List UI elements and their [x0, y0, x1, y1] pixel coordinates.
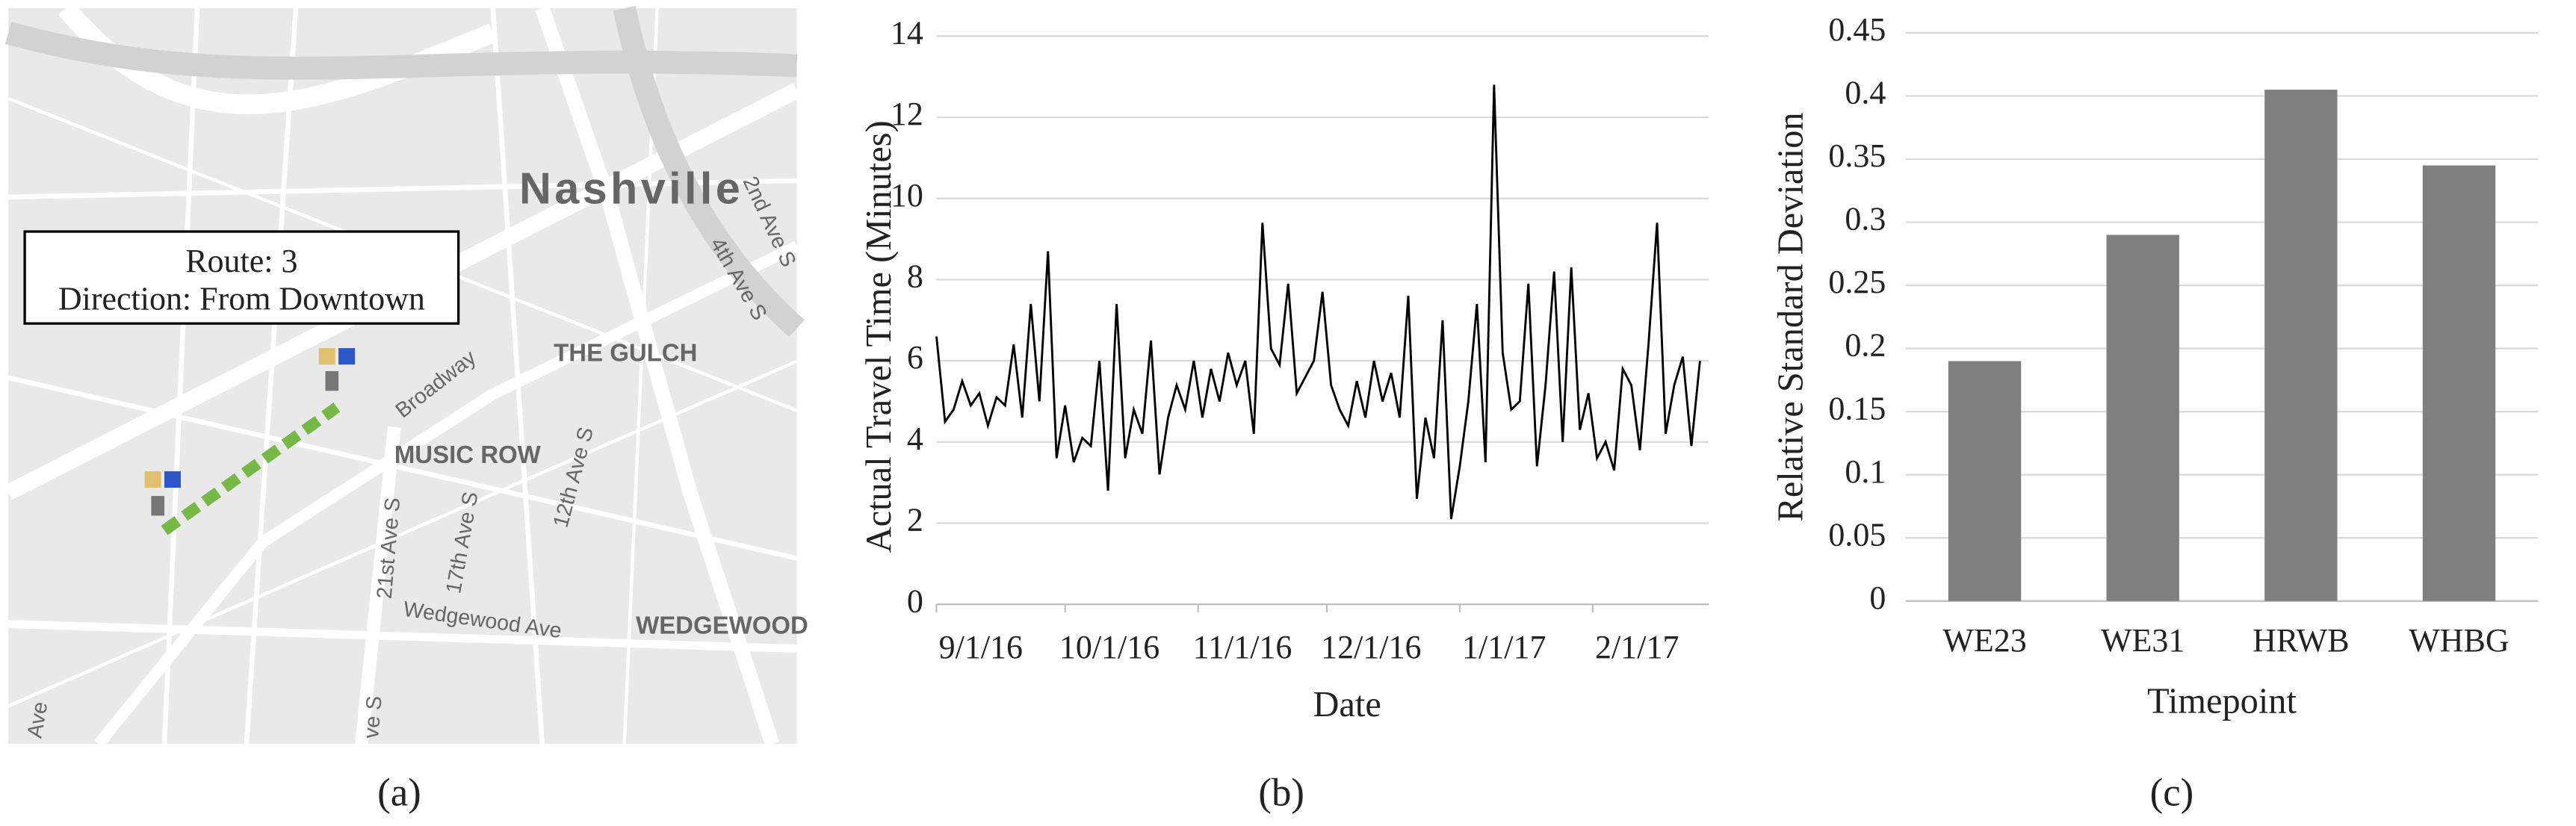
x-tick-label: 12/1/16: [1321, 629, 1421, 665]
x-tick-label: HRWB: [2253, 622, 2349, 659]
x-tick-label: 2/1/17: [1595, 629, 1679, 665]
y-tick-label: 0: [1869, 580, 1886, 616]
y-tick-label: 0.2: [1845, 327, 1886, 364]
x-tick-label: 11/1/16: [1193, 629, 1292, 665]
bar: [1948, 361, 2022, 601]
stop-icon: [318, 348, 356, 391]
caption: (a): [377, 771, 421, 815]
y-axis-label: Relative Standard Deviation: [1771, 112, 1810, 521]
y-tick-label: 6: [907, 339, 923, 376]
y-tick-label: 14: [891, 14, 923, 51]
y-tick-label: 0.05: [1828, 516, 1886, 553]
y-tick-label: 4: [907, 420, 923, 457]
y-tick-label: 0.45: [1828, 11, 1886, 48]
area-label: WEDGEWOOD: [636, 612, 808, 639]
y-tick-label: 0.15: [1828, 390, 1886, 426]
y-tick-label: 10: [891, 177, 923, 214]
x-tick-label: WE31: [2101, 622, 2185, 659]
x-axis-label: Date: [1313, 685, 1381, 724]
route-info-box: [23, 230, 460, 325]
caption: (b): [1258, 771, 1304, 815]
bar: [2422, 165, 2496, 601]
x-tick-label: 9/1/16: [939, 629, 1023, 665]
x-axis-label: Timepoint: [2147, 681, 2297, 721]
y-tick-label: 0.35: [1828, 137, 1886, 174]
route-info: Route: 3: [185, 243, 297, 279]
map-panel: Nashville THE GULCH MUSIC ROW WEDGEWOOD …: [4, 1, 808, 748]
y-axis-label: Actual Travel Time (Minutes): [859, 120, 899, 553]
y-tick-label: 0.4: [1845, 75, 1886, 111]
y-tick-label: 8: [907, 258, 923, 295]
highways: [5, 5, 805, 338]
y-tick-label: 2: [907, 502, 923, 538]
bar: [2106, 235, 2179, 601]
x-tick-label: 10/1/16: [1059, 629, 1159, 665]
area-label: THE GULCH: [554, 339, 697, 367]
caption: (c): [2150, 771, 2194, 815]
y-tick-label: 0: [907, 583, 923, 619]
y-tick-label: 12: [891, 96, 923, 132]
x-tick-label: WE23: [1942, 622, 2026, 659]
data-line: [935, 84, 1701, 520]
bar: [2264, 90, 2338, 601]
street-label: ve S: [359, 695, 387, 739]
route-info: Direction: From Downtown: [58, 281, 425, 317]
x-tick-label: WHBG: [2409, 622, 2509, 659]
city-label: Nashville: [519, 164, 743, 214]
area-label: MUSIC ROW: [394, 441, 542, 468]
y-tick-label: 0.3: [1845, 201, 1886, 237]
stop-icon: [144, 471, 182, 516]
y-tick-label: 0.1: [1845, 453, 1886, 490]
route-path: [161, 403, 341, 535]
x-tick-label: 1/1/17: [1462, 629, 1546, 665]
y-tick-label: 0.25: [1828, 264, 1886, 300]
